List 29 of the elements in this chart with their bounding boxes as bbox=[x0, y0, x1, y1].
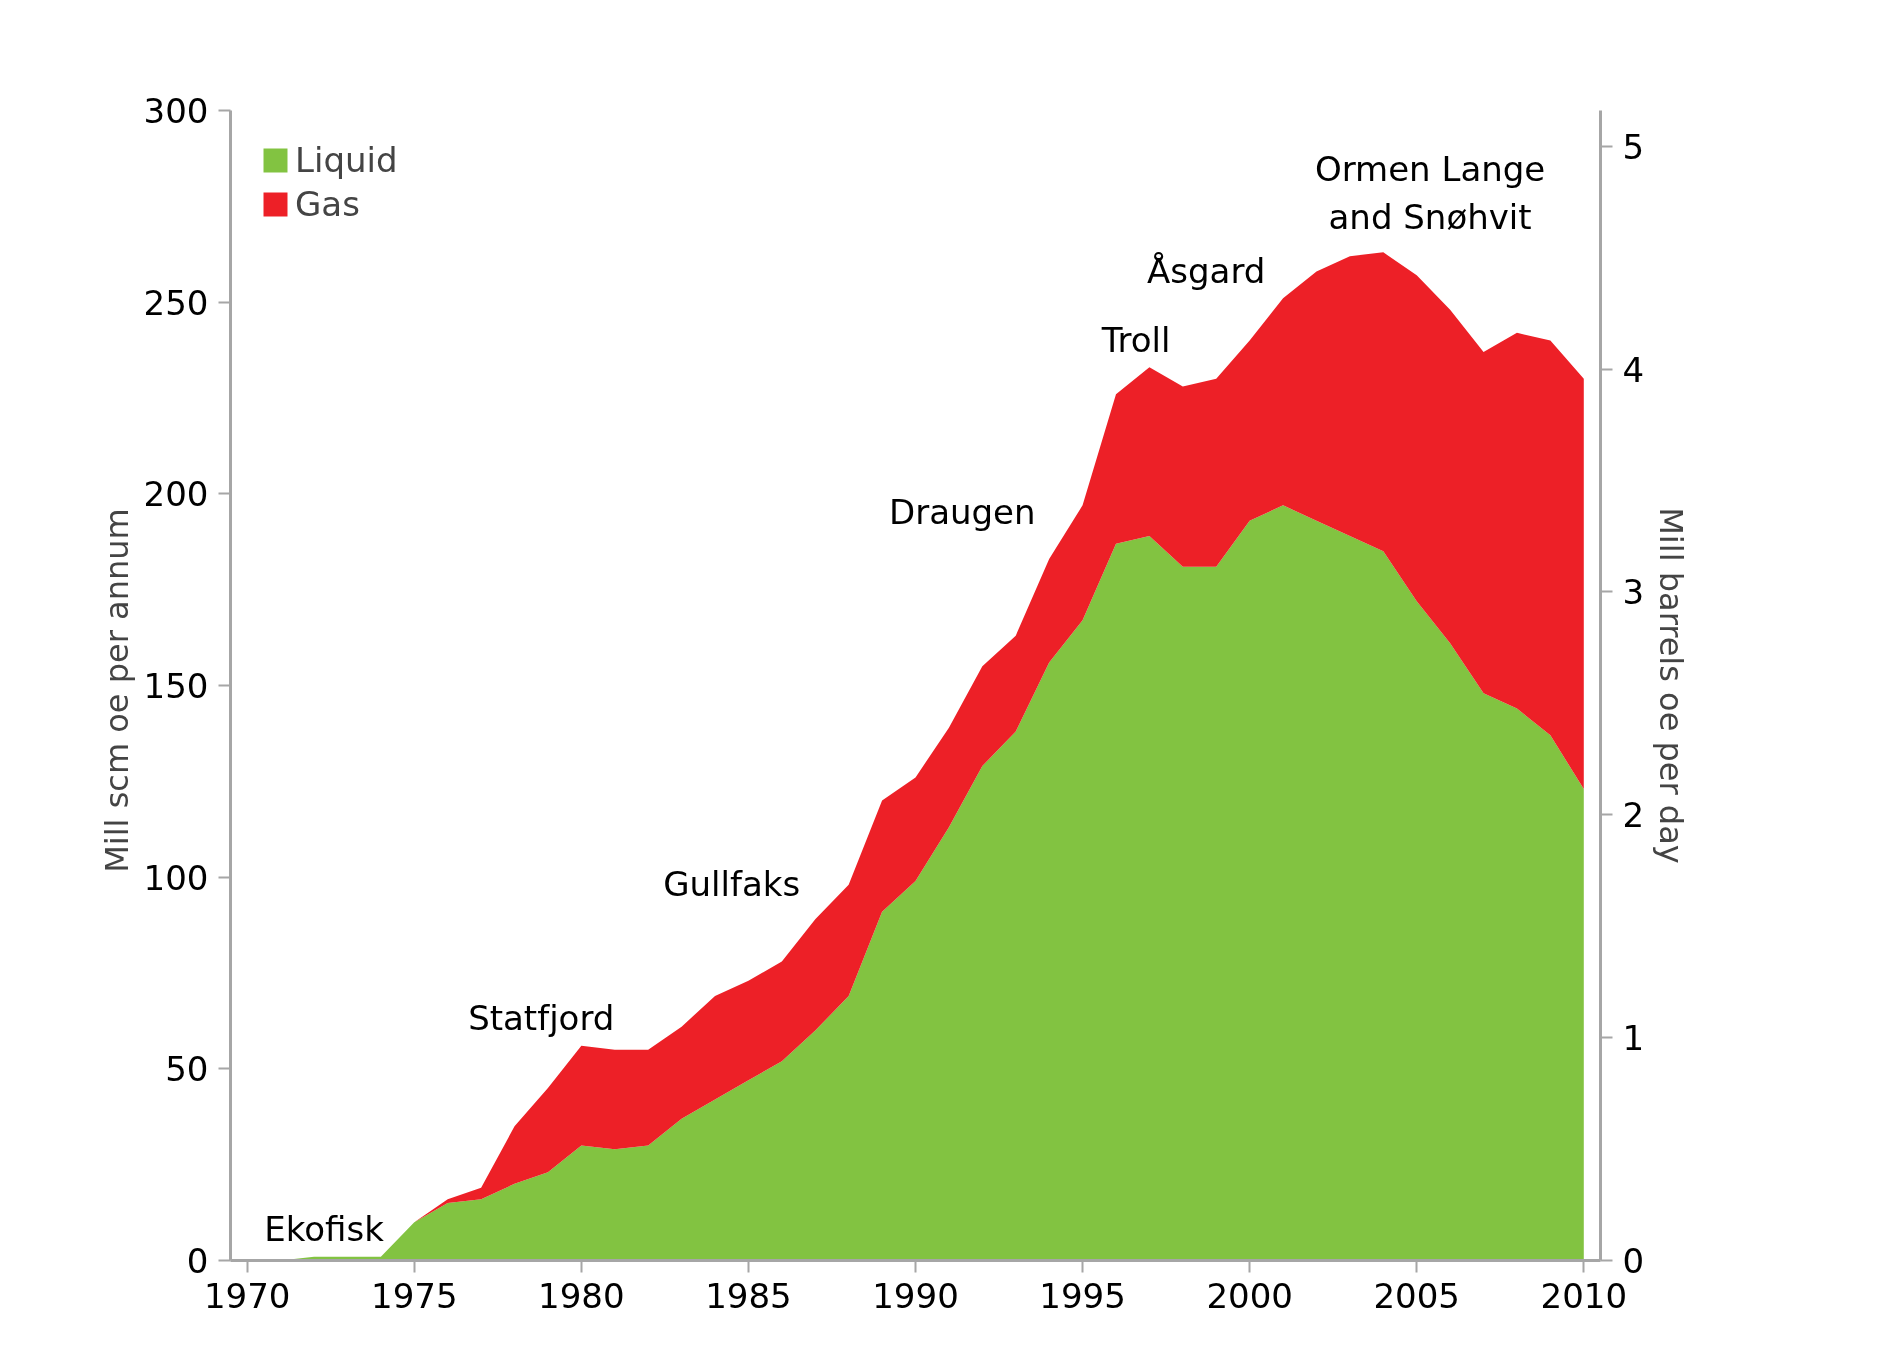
y-tick-label: 150 bbox=[143, 666, 209, 706]
x-tick-label: 1995 bbox=[1039, 1275, 1126, 1316]
annotation: Åsgard bbox=[1147, 250, 1266, 291]
annotation: Ekofisk bbox=[264, 1209, 385, 1249]
x-tick-label: 2005 bbox=[1373, 1275, 1460, 1316]
annotation: Ormen Lange and Snøhvit bbox=[1314, 149, 1546, 237]
legend-label: Gas bbox=[295, 184, 360, 224]
y-tick-label: 50 bbox=[165, 1049, 209, 1090]
y2-axis-title: Mill barrels oe per day bbox=[1652, 507, 1691, 864]
legend-label: Liquid bbox=[295, 140, 398, 180]
y-tick-label: 300 bbox=[143, 91, 209, 131]
annotation: Draugen bbox=[888, 492, 1036, 533]
y-axis-title: Mill scm oe per annum bbox=[97, 508, 136, 873]
annotation: Troll bbox=[1100, 319, 1171, 360]
x-tick-label: 2000 bbox=[1206, 1275, 1293, 1316]
x-tick-label: 1975 bbox=[371, 1275, 458, 1316]
x-tick-label: 1990 bbox=[872, 1275, 959, 1316]
x-tick-label: 1980 bbox=[538, 1275, 625, 1316]
y2-tick-label: 1 bbox=[1622, 1018, 1645, 1059]
y-tick-label: 100 bbox=[143, 857, 209, 898]
x-tick-label: 1985 bbox=[705, 1275, 792, 1316]
y2-tick-label: 2 bbox=[1622, 795, 1645, 836]
annotation: Statfjord bbox=[468, 998, 615, 1039]
y-tick-label: 250 bbox=[143, 282, 209, 323]
y-tick-label: 200 bbox=[143, 474, 209, 515]
y2-tick-label: 4 bbox=[1622, 349, 1645, 390]
annotation: Gullfaks bbox=[663, 864, 801, 904]
y2-tick-label: 5 bbox=[1622, 126, 1645, 167]
y2-tick-label: 3 bbox=[1622, 572, 1645, 613]
